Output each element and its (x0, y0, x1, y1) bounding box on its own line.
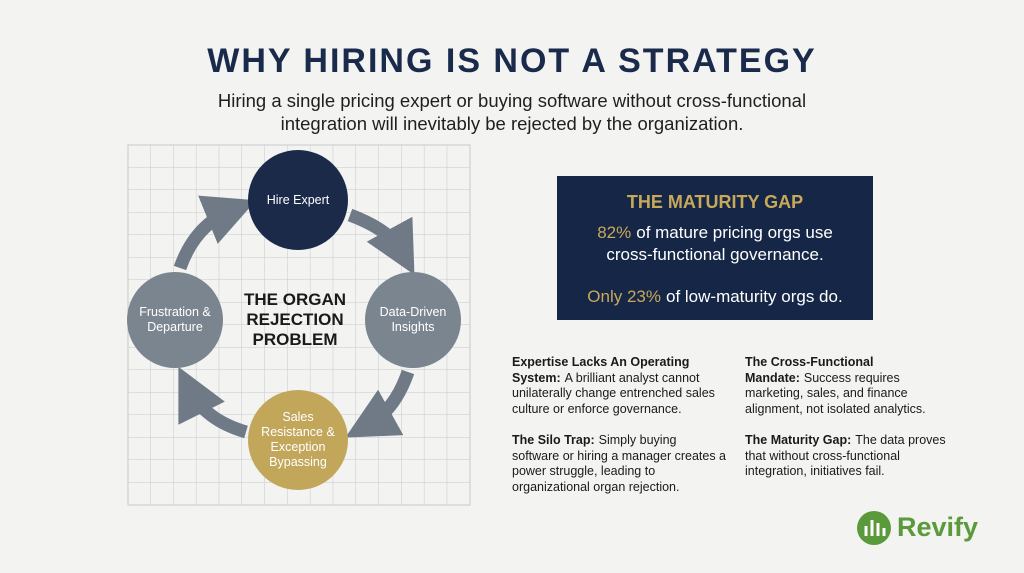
stat-highlight: Only 23% (587, 287, 661, 306)
node-label: Frustration & Departure (139, 305, 211, 334)
point-lead: The Silo Trap: (512, 433, 595, 447)
maturity-box: THE MATURITY GAP 82% of mature pricing or… (557, 176, 873, 320)
point-lead: Expertise Lacks An Operating System: (512, 355, 690, 385)
node-circle (127, 272, 223, 368)
point-text: A brilliant analyst cannot unilaterally … (512, 370, 715, 416)
box-title: THE MATURITY GAP (626, 192, 804, 212)
cycle-arrows (173, 195, 415, 439)
node-circle (248, 390, 348, 490)
subtitle: Hiring a single pricing expert or buying… (217, 90, 807, 134)
stat-highlight: 82% (597, 223, 632, 242)
node-circle (248, 150, 348, 250)
center-label: THE ORGAN REJECTION PROBLEM (244, 290, 346, 349)
point-lead: The Cross-Functional Mandate: (745, 355, 874, 385)
title: WHY HIRING IS NOT A STRATEGY (207, 42, 817, 80)
stat-text: of low-maturity orgs do. (666, 287, 843, 306)
node-label: Hire Expert (266, 192, 330, 207)
point-text: The data proves that without cross-funct… (745, 433, 946, 478)
logo-icon-bars (864, 520, 886, 536)
node-label: Data-Driven Insights (379, 305, 447, 334)
logo-icon (857, 511, 891, 545)
point: The Maturity Gap: The data proves that wi… (745, 433, 960, 480)
stat: 82% of mature pricing orgs use cross-func… (575, 222, 855, 266)
point: The Silo Trap: Simply buying software or … (512, 433, 727, 495)
node-label: Sales Resistance & Exception Bypassing (261, 410, 335, 469)
point-text: Simply buying software or hiring a manag… (512, 433, 726, 494)
node-circle (365, 272, 461, 368)
logo-text: Revify (897, 512, 979, 542)
point: Expertise Lacks An Operating System: A br… (512, 355, 727, 417)
stat-text: of mature pricing orgs use cross-functio… (606, 223, 833, 264)
stat: Only 23% of low-maturity orgs do. (575, 286, 855, 308)
point: The Cross-Functional Mandate: Success req… (745, 355, 960, 417)
point-text: Success requires marketing, sales, and f… (745, 370, 926, 416)
point-lead: The Maturity Gap: (745, 433, 852, 447)
